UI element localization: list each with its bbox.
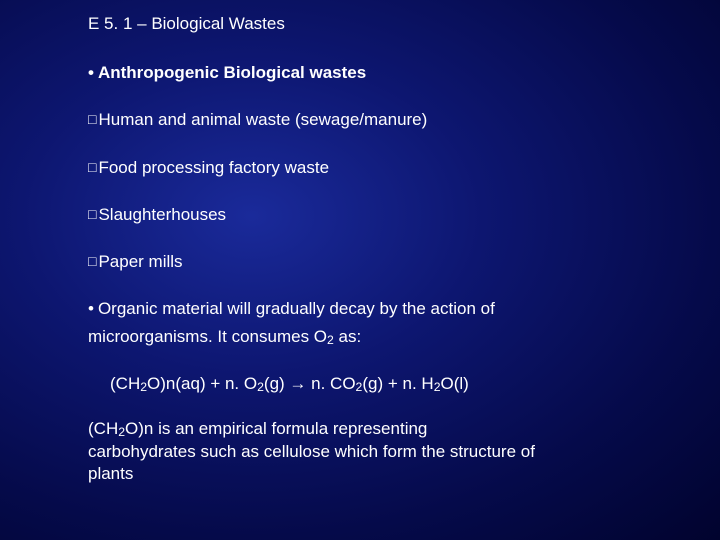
list-item: □Human and animal waste (sewage/manure) [88,109,720,130]
closing-line-3: plants [88,464,133,483]
slide-title: E 5. 1 – Biological Wastes [88,14,720,34]
eq-seg: (CH [110,374,140,393]
subscript: 2 [327,333,334,347]
box-icon: □ [88,253,96,271]
decay-line-1: Organic material will gradually decay by… [98,299,495,318]
equation: (CH2O)n(aq) + n. O2(g) → n. CO2(g) + n. … [110,374,720,394]
bullet-icon: • [88,62,94,83]
box-icon: □ [88,206,96,224]
item-text: Slaughterhouses [98,205,226,224]
closing-seg: O)n is an empirical formula representing [125,419,427,438]
item-text: Paper mills [98,252,182,271]
decay-post: as: [334,327,361,346]
eq-seg: O)n(aq) + n. O [147,374,257,393]
closing-line-2: carbohydrates such as cellulose which fo… [88,442,535,461]
list-item: □Food processing factory waste [88,157,720,178]
box-icon: □ [88,159,96,177]
heading-line: •Anthropogenic Biological wastes [88,62,720,83]
decay-text: •Organic material will gradually decay b… [88,298,720,319]
decay-pre: microorganisms. It consumes O [88,327,327,346]
eq-seg: (g) + n. H [362,374,433,393]
heading-text: Anthropogenic Biological wastes [98,63,366,82]
bullet-icon: • [88,298,94,319]
item-text: Food processing factory waste [98,158,329,177]
subscript: 2 [434,380,441,394]
closing-text: (CH2O)n is an empirical formula represen… [88,418,720,485]
closing-seg: (CH [88,419,118,438]
item-text: Human and animal waste (sewage/manure) [98,110,427,129]
decay-text-2: microorganisms. It consumes O2 as: [88,326,720,348]
subscript: 2 [257,380,264,394]
subscript: 2 [118,425,125,439]
eq-seg: (g) → n. CO [264,374,356,393]
eq-seg: O(l) [441,374,469,393]
list-item: □Paper mills [88,251,720,272]
box-icon: □ [88,111,96,129]
list-item: □Slaughterhouses [88,204,720,225]
subscript: 2 [140,380,147,394]
